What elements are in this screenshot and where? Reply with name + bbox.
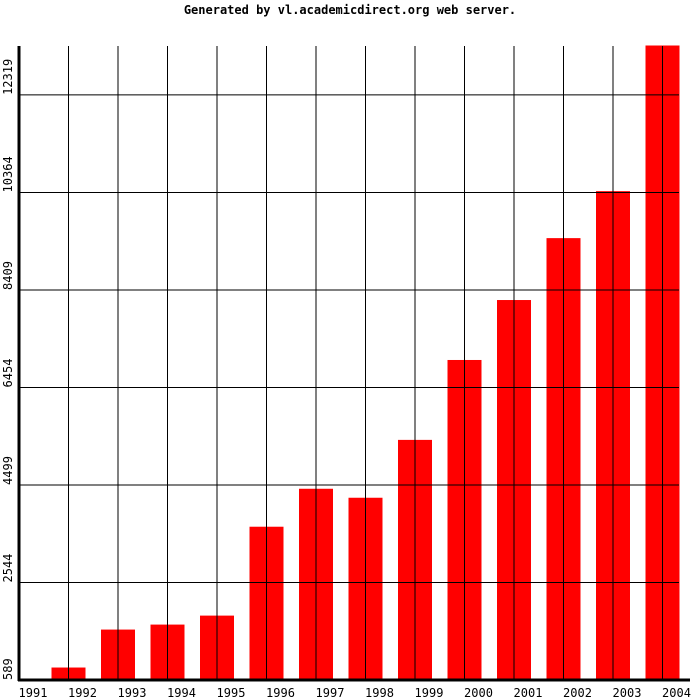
x-tick-label: 1999 bbox=[415, 686, 444, 700]
x-tick-label: 2003 bbox=[613, 686, 642, 700]
y-tick-label: 589 bbox=[1, 658, 15, 680]
x-tick-label: 2002 bbox=[563, 686, 592, 700]
x-tick-label: 1991 bbox=[19, 686, 48, 700]
y-tick-label: 10364 bbox=[1, 156, 15, 192]
x-tick-label: 2001 bbox=[514, 686, 543, 700]
y-tick-label: 4499 bbox=[1, 456, 15, 485]
y-tick-label: 12319 bbox=[1, 59, 15, 95]
x-tick-label: 1994 bbox=[167, 686, 196, 700]
x-tick-label: 2004 bbox=[662, 686, 691, 700]
chart-title: Generated by vl.academicdirect.org web s… bbox=[184, 3, 516, 17]
x-tick-label: 1996 bbox=[266, 686, 295, 700]
y-tick-label: 8409 bbox=[1, 261, 15, 290]
y-tick-label: 2544 bbox=[1, 554, 15, 583]
y-tick-label: 6454 bbox=[1, 359, 15, 388]
x-tick-label: 1993 bbox=[118, 686, 147, 700]
x-tick-label: 1998 bbox=[365, 686, 394, 700]
x-tick-label: 2000 bbox=[464, 686, 493, 700]
x-tick-label: 1995 bbox=[217, 686, 246, 700]
x-tick-label: 1992 bbox=[68, 686, 97, 700]
x-tick-label: 1997 bbox=[316, 686, 345, 700]
